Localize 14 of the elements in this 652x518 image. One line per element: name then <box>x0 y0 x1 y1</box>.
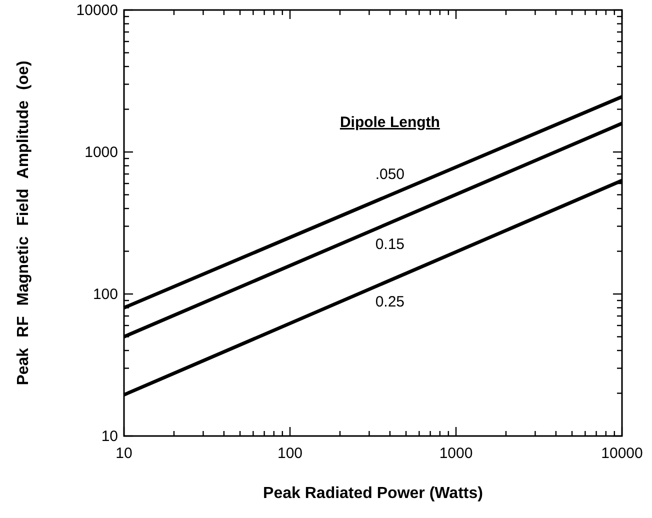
x-tick-label: 1000 <box>439 445 473 462</box>
legend-title: Dipole Length <box>340 114 440 131</box>
x-tick-label: 100 <box>277 445 303 462</box>
x-tick-label: 10000 <box>601 445 643 462</box>
y-tick-label: 10 <box>101 428 118 445</box>
y-tick-label: 100 <box>92 286 118 303</box>
y-tick-label: 10000 <box>76 2 118 19</box>
x-tick-label: 10 <box>116 445 132 462</box>
series-label: 0.25 <box>375 293 405 310</box>
y-tick-label: 1000 <box>84 144 118 161</box>
x-axis-title: Peak Radiated Power (Watts) <box>263 485 483 502</box>
series-label: 0.15 <box>375 236 405 253</box>
series-label: .050 <box>375 166 405 184</box>
y-axis-title: Peak RF Magnetic Field Amplitude (oe) <box>15 60 32 386</box>
